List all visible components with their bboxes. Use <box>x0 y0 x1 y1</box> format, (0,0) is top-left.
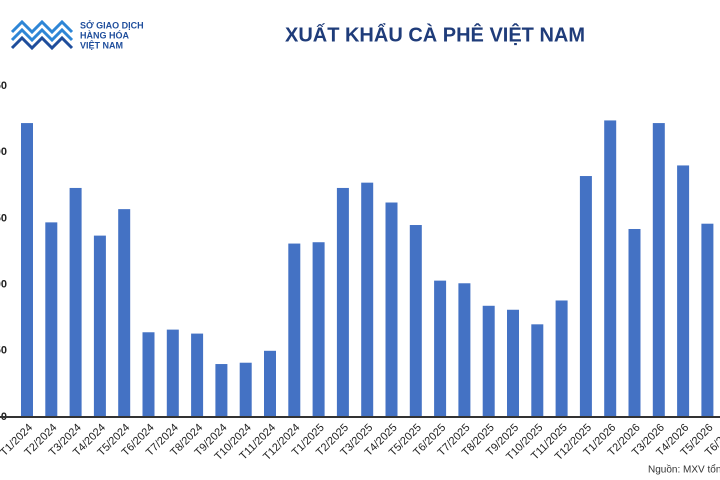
bar <box>385 202 398 417</box>
bar <box>336 187 349 417</box>
chart-title: XUẤT KHẨU CÀ PHÊ VIỆT NAM <box>285 22 585 46</box>
logo-text: VIỆT NAM <box>80 39 123 50</box>
bar <box>604 120 617 417</box>
bar <box>652 123 665 418</box>
y-tick-label: 50 <box>0 345 7 357</box>
bar <box>118 209 131 417</box>
bar <box>482 305 495 417</box>
bar <box>555 300 568 417</box>
bar <box>531 324 544 417</box>
bar <box>677 165 690 417</box>
bar <box>701 223 714 417</box>
y-tick-label: 250 <box>0 80 7 92</box>
bar <box>628 228 641 417</box>
bar <box>21 123 33 418</box>
y-tick-label: 100 <box>0 279 7 291</box>
bar <box>239 362 252 417</box>
bar <box>69 187 82 417</box>
logo-icon <box>10 19 74 51</box>
bar <box>579 176 592 417</box>
bar <box>312 242 325 417</box>
source: Nguồn: MXV tổng hợp <box>648 464 720 476</box>
bar <box>191 333 204 417</box>
bar <box>507 309 519 417</box>
logo-text: HÀNG HÓA <box>80 29 129 40</box>
bar <box>434 280 447 417</box>
bar <box>264 350 276 417</box>
bar <box>166 329 179 417</box>
bar <box>45 222 58 417</box>
y-tick-label: 150 <box>0 212 7 224</box>
bar <box>215 364 228 417</box>
bar <box>93 235 106 417</box>
bar <box>142 332 155 417</box>
y-tick-label: 200 <box>0 146 7 158</box>
bar <box>458 283 471 417</box>
logo-text: SỞ GIAO DỊCH <box>80 19 144 30</box>
bar <box>409 225 422 417</box>
bar <box>288 243 301 417</box>
bar <box>361 182 374 417</box>
